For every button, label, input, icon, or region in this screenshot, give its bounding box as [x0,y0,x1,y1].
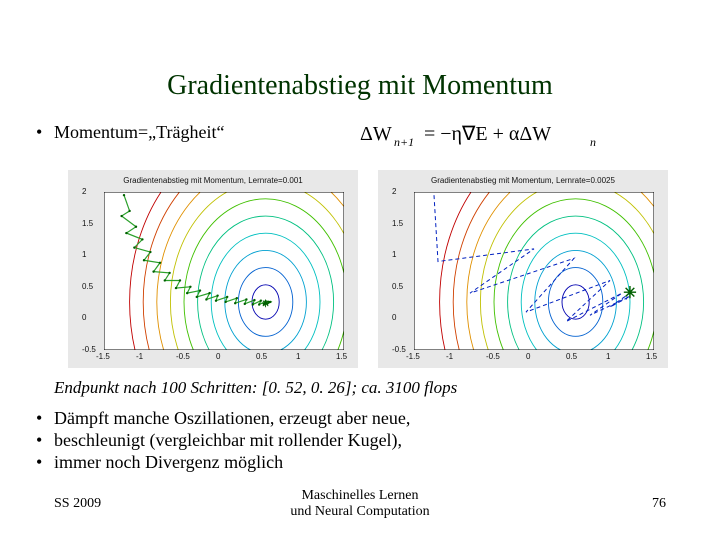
svg-text:ΔW: ΔW [360,123,392,145]
footer-right: 76 [652,496,666,512]
plot-left: Gradientenabstieg mit Momentum, Lernrate… [68,170,358,368]
footer-center-l2: und Neural Computation [290,504,429,519]
svg-text:✳: ✳ [623,285,636,302]
page-title: Gradientenabstieg mit Momentum [0,70,720,102]
bullet-b3: immer noch Divergenz möglich [54,452,283,473]
footer-center-l1: Maschinelles Lernen [301,488,418,503]
svg-text:= −η∇E + αΔW: = −η∇E + αΔW [424,123,551,145]
svg-text:n+1: n+1 [394,135,414,149]
formula: ΔW n+1 = −η∇E + αΔW n [360,118,660,150]
plot-right-title: Gradientenabstieg mit Momentum, Lernrate… [378,176,668,185]
plot-right: Gradientenabstieg mit Momentum, Lernrate… [378,170,668,368]
bullet-momentum-def: Momentum=„Trägheit“ [54,122,224,143]
caption-endpoint: Endpunkt nach 100 Schritten: [0. 52, 0. … [54,378,457,398]
footer-center: Maschinelles Lernen und Neural Computati… [0,488,720,520]
bullet-b1: Dämpft manche Oszillationen, erzeugt abe… [54,408,410,429]
plot-left-title: Gradientenabstieg mit Momentum, Lernrate… [68,176,358,185]
svg-text:✳: ✳ [261,299,270,310]
svg-text:n: n [590,135,596,149]
bullet-b2: beschleunigt (vergleichbar mit rollender… [54,430,402,451]
